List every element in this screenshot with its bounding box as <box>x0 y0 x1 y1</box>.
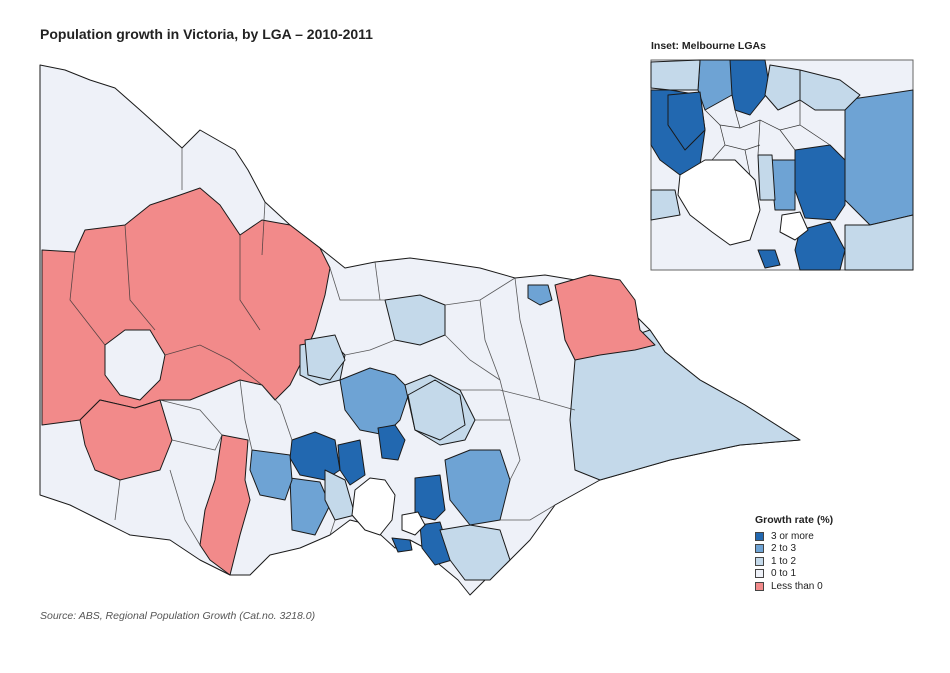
inset-nillumbik <box>764 64 801 111</box>
legend-item-c0to1: 0 to 1 <box>755 568 833 581</box>
region-melton-3plus <box>337 439 366 486</box>
region-west-neg-2 <box>79 399 173 481</box>
inset-westernport <box>779 211 809 241</box>
region-shepparton-1to2 <box>304 334 346 381</box>
lga-boundaries <box>69 148 576 546</box>
legend-swatch <box>755 556 764 566</box>
legend-swatch <box>755 544 764 554</box>
region-southwest-neg <box>199 434 251 576</box>
legend-item-neg: Less than 0 <box>755 580 833 593</box>
legend-label: Less than 0 <box>771 580 823 592</box>
inset-east-1to2 <box>844 214 914 271</box>
region-surfcoast-1to2 <box>324 469 356 521</box>
port-phillip-bay <box>351 477 396 536</box>
inset-knox <box>757 154 776 201</box>
legend-title: Growth rate (%) <box>755 514 834 526</box>
region-mornington-3plus <box>391 537 413 553</box>
inset-title: Inset: Melbourne LGAs <box>651 40 766 52</box>
region-east-gippsland-1to2 <box>569 329 801 481</box>
inset-casey <box>794 144 846 221</box>
legend-item-c1to2: 1 to 2 <box>755 555 833 568</box>
region-mitchell-3plus <box>377 424 406 461</box>
region-golden-plains-2to3 <box>249 449 293 501</box>
inset-nw-1to2 <box>650 59 701 91</box>
inset-mornington-a <box>757 249 781 269</box>
map-title: Population growth in Victoria, by LGA – … <box>40 26 373 42</box>
region-geelong-2to3 <box>289 477 331 536</box>
inset-melton <box>667 91 706 151</box>
legend-swatch <box>755 581 764 591</box>
region-south-gippsland-1to2 <box>439 524 511 581</box>
inset-boundaries <box>704 100 831 176</box>
region-cardinia-3plus <box>414 474 446 521</box>
legend-label: 1 to 2 <box>771 555 797 567</box>
region-horsham-0to1 <box>104 329 166 401</box>
legend-item-c2to3: 2 to 3 <box>755 543 833 556</box>
region-macedon-2to3 <box>339 367 411 436</box>
legend-label: 0 to 1 <box>771 568 797 580</box>
region-wangaratta-1to2 <box>407 379 466 441</box>
western-port <box>401 511 426 536</box>
inset-yarra-ranges <box>844 89 914 226</box>
region-yarra-ranges-2to3 <box>444 449 511 526</box>
legend-swatch <box>755 531 764 541</box>
legend-item-c3plus: 3 or more <box>755 530 833 543</box>
source-note: Source: ABS, Regional Population Growth … <box>40 610 316 622</box>
region-wodonga-2to3 <box>527 284 553 306</box>
inset-map <box>650 59 914 271</box>
legend-label: 2 to 3 <box>771 543 797 555</box>
inset-cardinia <box>794 221 846 271</box>
region-towong-neg <box>554 274 656 361</box>
region-north-1to2 <box>384 294 446 346</box>
inset-geelong <box>650 189 681 221</box>
region-bass-coast-3plus <box>419 521 453 566</box>
legend-label: 3 or more <box>771 530 814 542</box>
inset-bay <box>677 159 761 246</box>
legend-swatch <box>755 569 764 579</box>
